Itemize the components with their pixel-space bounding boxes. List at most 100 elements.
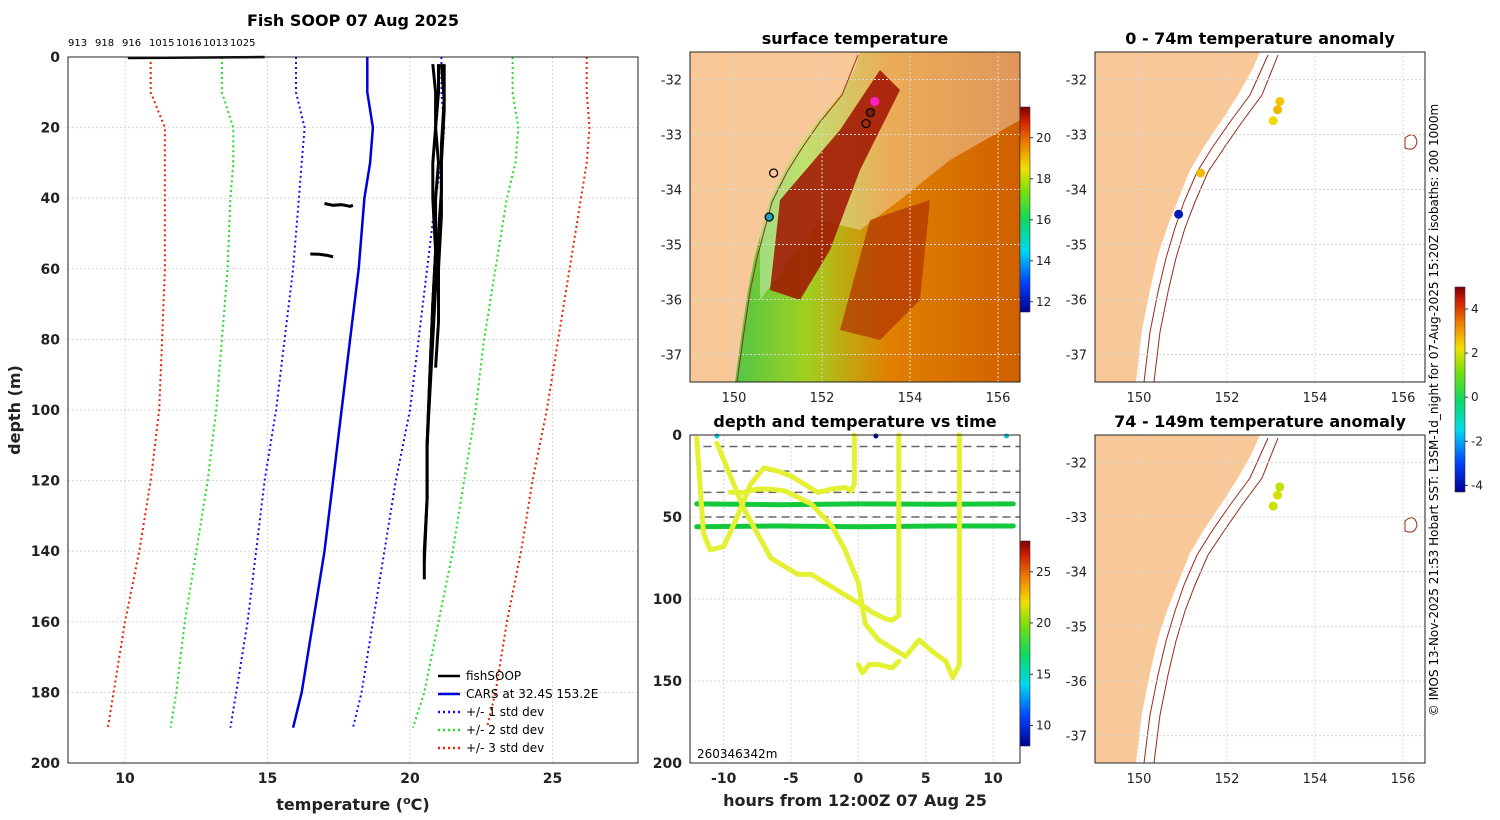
anomaly-0-74-axes-frame bbox=[1094, 51, 1426, 383]
anomaly-0-74-grid bbox=[1095, 52, 1425, 382]
anomaly-0-74-y-tick: -37 bbox=[1066, 349, 1087, 364]
sst-map-panel: 150 152 154 156 -32 -33 -34 -35 -36 -37 surface t… bbox=[661, 29, 1052, 406]
depth-time-y-tick: 100 bbox=[653, 592, 682, 608]
depth-time-y-tick: 0 bbox=[672, 428, 682, 444]
anomaly-74-149-grid bbox=[1095, 435, 1425, 763]
depth-time-colorbar-tick-label: 10 bbox=[1036, 719, 1051, 733]
profile-y-tick: 180 bbox=[31, 685, 60, 701]
legend-label: fishSOOP bbox=[466, 669, 521, 683]
profile-top-annotation: 1016 bbox=[176, 38, 201, 49]
sst-y-tick: -33 bbox=[661, 129, 682, 144]
anomaly-0-74-tick-labels: 150 152 154 156 -32 -33 -34 -35 -36 -37 bbox=[1066, 74, 1416, 407]
anomaly-74-149-points bbox=[1268, 482, 1285, 511]
depth-time-x-tick: 0 bbox=[853, 771, 863, 787]
profile-tick-labels: 10 15 20 25 0 20 40 60 80 100 120 140 160 180 200 bbox=[31, 50, 562, 787]
sst-fish-marker bbox=[861, 118, 871, 129]
sst-y-tick: -32 bbox=[661, 74, 682, 89]
depth-time-colorbar-tick-label: 25 bbox=[1036, 565, 1051, 579]
anomaly-colorbar-tick-label: 0 bbox=[1471, 390, 1479, 404]
profile-series-line bbox=[229, 57, 306, 728]
profile-x-tick: 25 bbox=[543, 771, 562, 787]
anomaly-colorbar-tick-label: -2 bbox=[1471, 434, 1483, 448]
profile-top-annotation: 913 bbox=[68, 38, 87, 49]
anomaly-0-74-x-tick: 154 bbox=[1303, 391, 1328, 406]
profile-grid bbox=[68, 56, 638, 764]
anomaly-74-149-y-tick: -34 bbox=[1066, 566, 1087, 581]
profile-series-line bbox=[106, 57, 166, 728]
anomaly-74-149-x-tick: 150 bbox=[1127, 772, 1152, 787]
sst-colorbar bbox=[1019, 106, 1031, 313]
anomaly-0-74-y-tick: -34 bbox=[1066, 184, 1087, 199]
sst-colorbar-tick-label: 20 bbox=[1036, 131, 1051, 145]
depth-time-top-dots bbox=[714, 433, 1010, 439]
side-caption: © IMOS 13-Nov-2025 21:53 Hobart SST: L3S… bbox=[1427, 104, 1441, 716]
profile-y-tick: 40 bbox=[41, 191, 61, 207]
depth-time-colorbar-ticks: 10 15 20 25 bbox=[1030, 565, 1051, 733]
sst-y-tick: -37 bbox=[661, 349, 682, 364]
fishsoop-profile-line bbox=[422, 64, 441, 562]
anomaly-74-149-title: 74 - 149m temperature anomaly bbox=[1114, 412, 1406, 431]
sst-colorbar-tick-label: 14 bbox=[1036, 254, 1051, 268]
anomaly-74-149-seamount bbox=[1404, 517, 1418, 533]
sst-warm-eddy bbox=[840, 200, 930, 340]
fishsoop-profile-line bbox=[434, 64, 446, 368]
sst-colorbar-tick-label: 12 bbox=[1036, 295, 1051, 309]
depth-time-top-dot bbox=[714, 433, 720, 439]
anomaly-colorbar bbox=[1454, 286, 1466, 493]
anomaly-0-74-point bbox=[1174, 209, 1184, 219]
sst-x-tick: 150 bbox=[722, 391, 747, 406]
anomaly-74-149-land bbox=[1095, 435, 1260, 763]
sst-grid bbox=[690, 52, 1020, 382]
profile-y-tick: 120 bbox=[31, 474, 60, 490]
profile-y-axis-label: depth (m) bbox=[5, 365, 24, 455]
profile-axes-frame bbox=[67, 56, 639, 764]
profile-y-tick: 20 bbox=[41, 121, 61, 137]
depth-time-top-dot bbox=[1004, 433, 1010, 439]
profile-series bbox=[106, 57, 591, 729]
depth-time-y-tick: 200 bbox=[653, 756, 682, 772]
profile-top-annotation: 1015 bbox=[149, 38, 174, 49]
depth-time-trace bbox=[694, 501, 1016, 508]
anomaly-74-149-y-tick: -36 bbox=[1066, 675, 1087, 690]
profile-x-axis-label: temperature (oC) bbox=[276, 794, 429, 815]
anomaly-0-74-seamount bbox=[1404, 134, 1418, 150]
profile-y-tick: 80 bbox=[41, 332, 61, 348]
anomaly-74-149-isobath-1000 bbox=[1153, 437, 1279, 763]
depth-time-colorbar bbox=[1019, 540, 1031, 747]
anomaly-0-74-title: 0 - 74m temperature anomaly bbox=[1125, 29, 1395, 48]
anomaly-0-74-x-tick: 152 bbox=[1215, 391, 1240, 406]
profile-x-tick: 10 bbox=[115, 771, 135, 787]
depth-time-x-tick: -10 bbox=[711, 771, 737, 787]
depth-time-annotation: 260346342m bbox=[697, 747, 777, 761]
anomaly-74-149-y-tick: -32 bbox=[1066, 456, 1087, 471]
sst-fish-marker bbox=[768, 168, 779, 178]
anomaly-colorbar-ticks: -4 -2 0 2 4 bbox=[1465, 302, 1483, 492]
sst-colorbar-tick-label: 18 bbox=[1036, 172, 1051, 186]
sst-cloud-mask bbox=[760, 52, 1020, 300]
anomaly-74-149-y-tick: -35 bbox=[1066, 620, 1087, 635]
depth-time-colorbar-tick-label: 20 bbox=[1036, 616, 1051, 630]
profile-x-tick: 15 bbox=[258, 771, 277, 787]
depth-time-trace bbox=[694, 432, 857, 553]
anomaly-74-149-x-tick: 152 bbox=[1215, 772, 1240, 787]
legend-label: +/- 2 std dev bbox=[466, 723, 544, 737]
sst-fish-positions bbox=[764, 96, 880, 222]
profile-top-annotation: 916 bbox=[122, 38, 141, 49]
legend-label: +/- 3 std dev bbox=[466, 741, 544, 755]
depth-time-x-tick: 10 bbox=[983, 771, 1003, 787]
sst-colorbar-tick-label: 16 bbox=[1036, 213, 1051, 227]
depth-time-title: depth and temperature vs time bbox=[713, 412, 996, 431]
anomaly-74-149-y-tick: -33 bbox=[1066, 511, 1087, 526]
anomaly-0-74-points bbox=[1174, 97, 1285, 219]
anomaly-0-74-isobath-200 bbox=[1143, 54, 1269, 382]
sst-fish-marker bbox=[764, 212, 774, 222]
anomaly-0-74-point bbox=[1196, 168, 1206, 178]
fishsoop-profile-line bbox=[324, 202, 354, 208]
sst-x-tick: 152 bbox=[810, 391, 835, 406]
anomaly-74-149-panel: 150 152 154 156 -32 -33 -34 -35 -36 -37 74 - 149m… bbox=[1066, 286, 1483, 787]
anomaly-0-74-point bbox=[1273, 105, 1283, 115]
profile-legend: fishSOOP CARS at 32.4S 153.2E +/- 1 std de… bbox=[438, 669, 598, 755]
profile-series-line bbox=[485, 57, 591, 728]
